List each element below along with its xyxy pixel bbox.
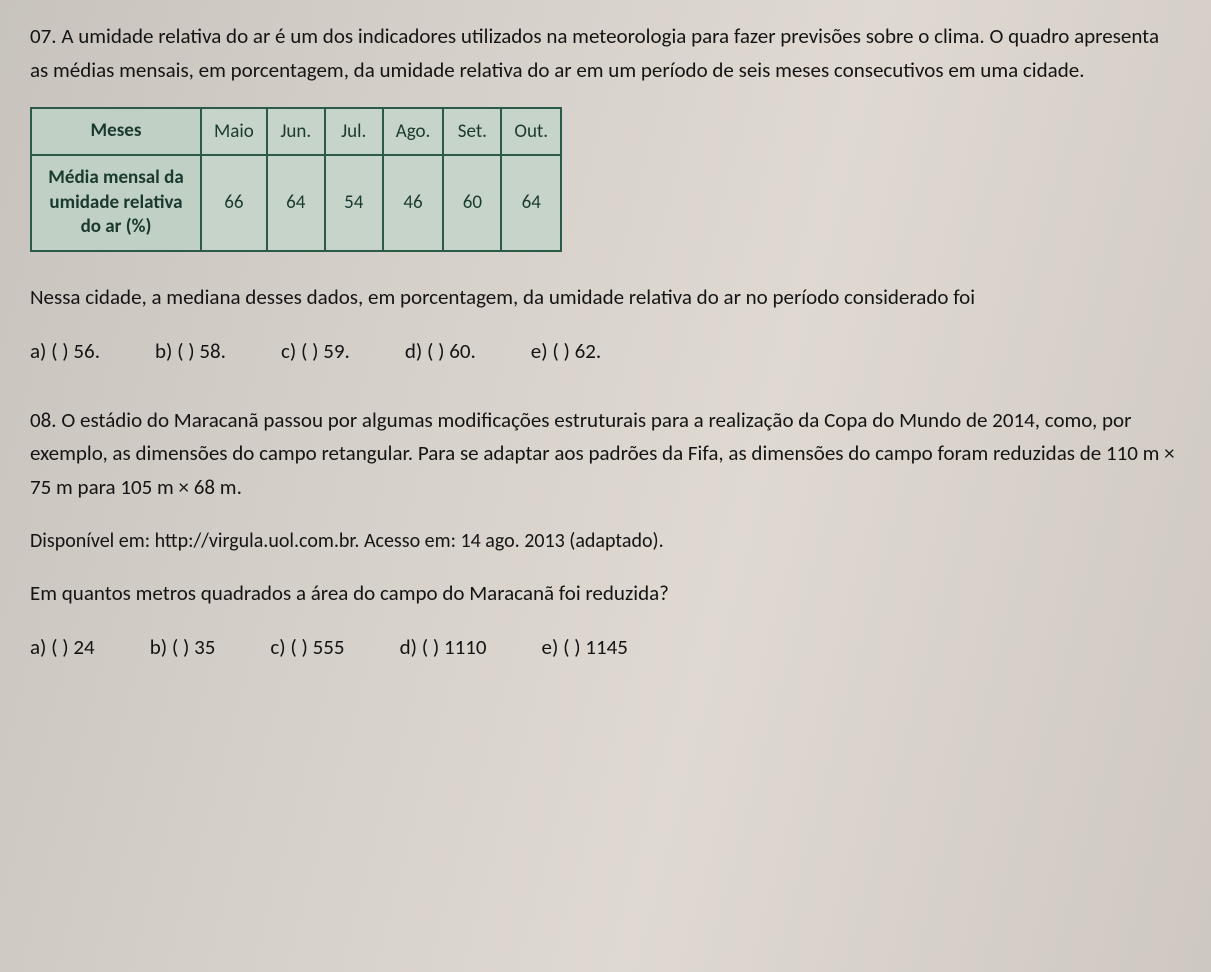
table-cell: Set. <box>443 108 501 155</box>
table-cell: 64 <box>501 155 561 251</box>
table-cell: Ago. <box>383 108 444 155</box>
table-cell: Jul. <box>325 108 383 155</box>
option-label: 555 <box>313 634 345 660</box>
question-08-body: O estádio do Maracanã passou por algumas… <box>30 407 1175 500</box>
option-label: 1110 <box>444 634 487 660</box>
humidity-table: Meses Maio Jun. Jul. Ago. Set. Out. Médi… <box>30 107 562 252</box>
row-header-humidity: Média mensal da umidade relativa do ar (… <box>31 155 201 251</box>
table-row: Média mensal da umidade relativa do ar (… <box>31 155 561 251</box>
option-label: 59. <box>323 338 350 364</box>
table-cell: Out. <box>501 108 561 155</box>
option-e[interactable]: e) ( ) 1145 <box>542 634 628 660</box>
table-row: Meses Maio Jun. Jul. Ago. Set. Out. <box>31 108 561 155</box>
option-prefix: d) ( ) <box>400 634 444 660</box>
option-label: 62. <box>575 338 602 364</box>
option-a[interactable]: a) ( ) 24 <box>30 634 95 660</box>
question-08: 08. O estádio do Maracanã passou por alg… <box>30 404 1181 660</box>
option-b[interactable]: b) ( ) 58. <box>155 338 226 364</box>
option-prefix: e) ( ) <box>531 338 575 364</box>
question-07-text: 07. A umidade relativa do ar é um dos in… <box>30 20 1181 87</box>
option-d[interactable]: d) ( ) 60. <box>405 338 476 364</box>
option-label: 60. <box>449 338 476 364</box>
option-prefix: c) ( ) <box>281 338 323 364</box>
question-07-number: 07. <box>30 23 57 49</box>
option-prefix: a) ( ) <box>30 338 73 364</box>
option-a[interactable]: a) ( ) 56. <box>30 338 100 364</box>
option-label: 56. <box>73 338 100 364</box>
table-cell: 54 <box>325 155 383 251</box>
table-cell: 66 <box>201 155 267 251</box>
option-label: 24 <box>73 634 94 660</box>
option-c[interactable]: c) ( ) 59. <box>281 338 350 364</box>
option-c[interactable]: c) ( ) 555 <box>270 634 344 660</box>
option-e[interactable]: e) ( ) 62. <box>531 338 601 364</box>
option-label: 1145 <box>585 634 628 660</box>
option-d[interactable]: d) ( ) 1110 <box>400 634 487 660</box>
table-cell: Maio <box>201 108 267 155</box>
option-prefix: e) ( ) <box>542 634 586 660</box>
question-08-options: a) ( ) 24 b) ( ) 35 c) ( ) 555 d) ( ) 11… <box>30 634 1181 660</box>
option-prefix: a) ( ) <box>30 634 73 660</box>
question-08-source: Disponível em: http://virgula.uol.com.br… <box>30 524 1181 558</box>
option-prefix: d) ( ) <box>405 338 449 364</box>
option-prefix: c) ( ) <box>270 634 312 660</box>
table-cell: 46 <box>383 155 444 251</box>
question-08-post: Em quantos metros quadrados a área do ca… <box>30 576 1181 612</box>
table-cell: 64 <box>267 155 325 251</box>
row-header-months: Meses <box>31 108 201 155</box>
question-08-text: 08. O estádio do Maracanã passou por alg… <box>30 404 1181 505</box>
table-cell: Jun. <box>267 108 325 155</box>
option-prefix: b) ( ) <box>150 634 194 660</box>
option-label: 35 <box>194 634 215 660</box>
question-07: 07. A umidade relativa do ar é um dos in… <box>30 20 1181 364</box>
question-08-number: 08. <box>30 407 57 433</box>
question-07-body: A umidade relativa do ar é um dos indica… <box>30 23 1159 83</box>
option-label: 58. <box>199 338 226 364</box>
question-07-post: Nessa cidade, a mediana desses dados, em… <box>30 280 1181 316</box>
question-07-options: a) ( ) 56. b) ( ) 58. c) ( ) 59. d) ( ) … <box>30 338 1181 364</box>
option-prefix: b) ( ) <box>155 338 199 364</box>
option-b[interactable]: b) ( ) 35 <box>150 634 216 660</box>
table-cell: 60 <box>443 155 501 251</box>
